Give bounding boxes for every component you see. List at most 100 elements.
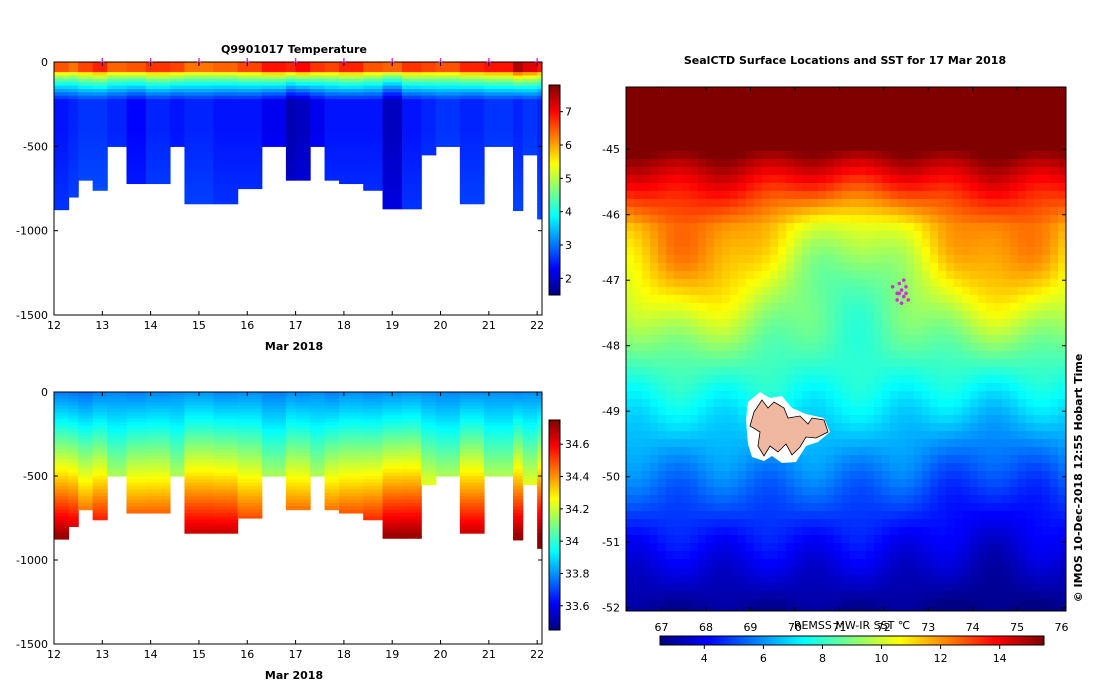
sst-cell bbox=[842, 263, 851, 272]
sst-cell bbox=[930, 399, 939, 408]
sst-cell bbox=[850, 295, 859, 304]
sst-cell bbox=[850, 431, 859, 440]
sst-cell bbox=[698, 263, 707, 272]
sst-cell bbox=[722, 575, 731, 584]
sst-cell bbox=[794, 287, 803, 296]
sst-cell bbox=[650, 535, 659, 544]
sst-cell bbox=[874, 431, 883, 440]
sst-cell bbox=[842, 543, 851, 552]
sst-cell bbox=[730, 135, 739, 144]
section-cell bbox=[459, 99, 485, 104]
section-cell bbox=[261, 102, 287, 107]
sst-cell bbox=[738, 119, 747, 128]
sst-cell bbox=[786, 263, 795, 272]
section-cell bbox=[522, 142, 538, 147]
sst-cell bbox=[738, 519, 747, 528]
sst-cell bbox=[882, 143, 891, 152]
sst-cell bbox=[626, 527, 635, 536]
section-cell bbox=[184, 186, 215, 191]
sst-cell bbox=[802, 223, 811, 232]
section-cell bbox=[126, 476, 147, 480]
sst-cell bbox=[890, 479, 899, 488]
sst-cell bbox=[874, 359, 883, 368]
section-cell bbox=[184, 78, 215, 83]
x-tick-label: 15 bbox=[192, 319, 206, 332]
sst-cell bbox=[826, 383, 835, 392]
sst-cell bbox=[970, 399, 979, 408]
sst-cell bbox=[634, 479, 643, 488]
sst-cell bbox=[946, 87, 955, 96]
sst-cell bbox=[938, 431, 947, 440]
section-cell bbox=[421, 99, 437, 104]
x-tick-label: 18 bbox=[337, 319, 351, 332]
section-cell bbox=[513, 146, 524, 151]
sst-cell bbox=[954, 367, 963, 376]
section-cell bbox=[435, 452, 461, 457]
section-cell bbox=[184, 176, 215, 181]
sst-cell bbox=[730, 247, 739, 256]
sst-cell bbox=[626, 319, 635, 328]
sst-cell bbox=[978, 111, 987, 120]
sst-cell bbox=[746, 511, 755, 520]
sst-cell bbox=[914, 391, 923, 400]
sst-cell bbox=[834, 511, 843, 520]
sst-cell bbox=[898, 199, 907, 208]
section-cell bbox=[339, 72, 364, 77]
sst-cell bbox=[642, 455, 651, 464]
section-cell bbox=[68, 129, 79, 134]
sst-cell bbox=[810, 487, 819, 496]
section-cell bbox=[363, 449, 384, 454]
sst-cell bbox=[930, 511, 939, 520]
sst-cell bbox=[714, 519, 723, 528]
sst-cell bbox=[930, 239, 939, 248]
section-cell bbox=[382, 432, 403, 437]
section-cell bbox=[459, 62, 485, 66]
section-cell bbox=[382, 533, 403, 538]
sst-cell bbox=[834, 367, 843, 376]
sst-cell bbox=[682, 391, 691, 400]
sst-cell bbox=[666, 295, 675, 304]
section-cell bbox=[513, 136, 524, 141]
section-cell bbox=[382, 452, 403, 457]
section-cell bbox=[537, 78, 542, 83]
sst-cell bbox=[730, 375, 739, 384]
sst-cell bbox=[730, 167, 739, 176]
section-cell bbox=[537, 156, 542, 161]
section-cell bbox=[78, 465, 94, 470]
sst-cell bbox=[906, 111, 915, 120]
sst-cell bbox=[778, 311, 787, 320]
sst-cell bbox=[778, 119, 787, 128]
section-cell bbox=[522, 146, 538, 151]
sst-cell bbox=[842, 383, 851, 392]
sst-cell bbox=[770, 223, 779, 232]
section-cell bbox=[324, 169, 340, 174]
sst-cell bbox=[690, 567, 699, 576]
sst-cell bbox=[834, 439, 843, 448]
sst-cell bbox=[906, 319, 915, 328]
sst-cell bbox=[962, 415, 971, 424]
section-cell bbox=[421, 432, 437, 437]
sst-cell bbox=[666, 199, 675, 208]
sst-cell bbox=[674, 95, 683, 104]
sst-cell bbox=[778, 567, 787, 576]
sst-cell bbox=[634, 367, 643, 376]
section-cell bbox=[237, 142, 263, 147]
sst-cell bbox=[682, 335, 691, 344]
sst-cell bbox=[706, 599, 715, 608]
sst-cell bbox=[642, 431, 651, 440]
sst-cell bbox=[890, 487, 899, 496]
section-cell bbox=[513, 418, 524, 423]
sst-cell bbox=[938, 599, 947, 608]
section-cell bbox=[459, 156, 485, 161]
section-cell bbox=[421, 112, 437, 117]
section-cell bbox=[126, 92, 147, 97]
sst-cell bbox=[890, 527, 899, 536]
section-cell bbox=[126, 439, 147, 443]
sst-cell bbox=[762, 223, 771, 232]
sst-cell bbox=[938, 391, 947, 400]
sst-cell bbox=[890, 191, 899, 200]
sst-cell bbox=[634, 351, 643, 360]
section-cell bbox=[126, 392, 147, 396]
sst-cell bbox=[634, 575, 643, 584]
sst-cell bbox=[658, 535, 667, 544]
